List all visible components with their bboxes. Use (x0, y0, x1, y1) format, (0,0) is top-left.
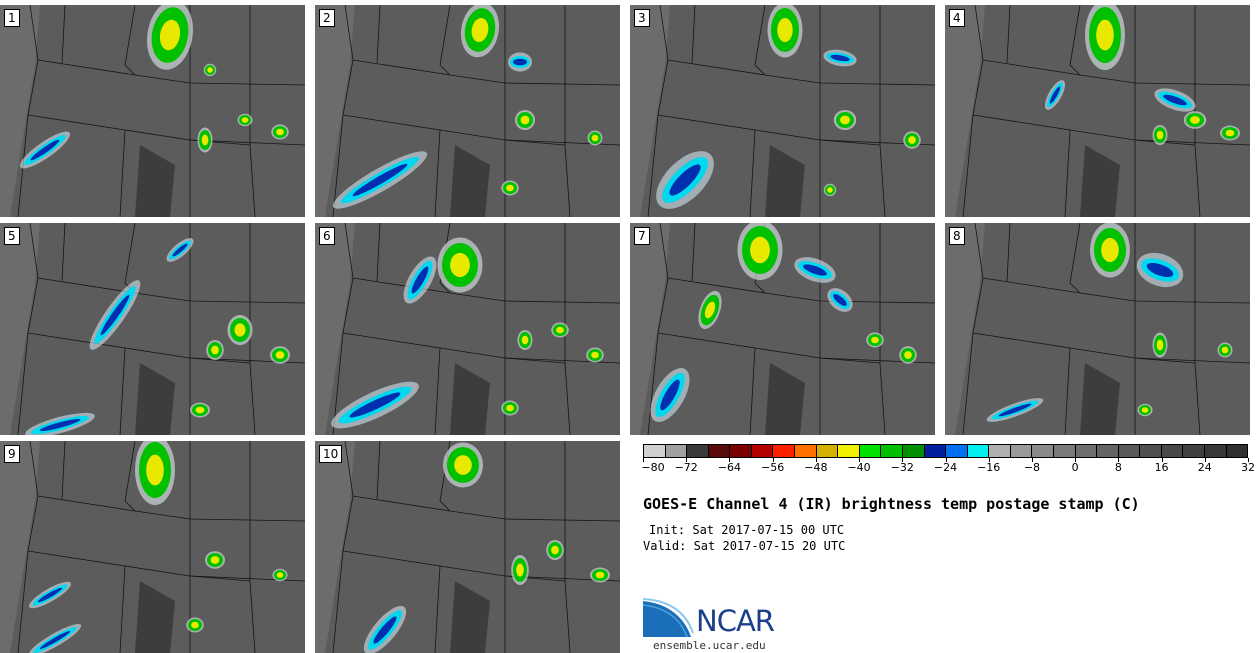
colorbar-swatch (816, 445, 839, 457)
satellite-map (0, 223, 305, 435)
colorbar-swatch (946, 445, 968, 457)
panel-label: 1 (4, 9, 20, 27)
colorbar-tick-mark (1204, 458, 1206, 462)
colorbar-tick-mark (686, 458, 688, 462)
panel-label: 9 (4, 445, 20, 463)
panel-label: 10 (319, 445, 343, 463)
colorbar-swatch (881, 445, 903, 457)
colorbar-tick-label: 0 (1071, 461, 1079, 474)
postage-stamp-panel: 8 (945, 223, 1250, 435)
colorbar-tick-label: −16 (977, 461, 1001, 474)
colorbar-swatch (1205, 445, 1227, 457)
satellite-map (315, 223, 620, 435)
colorbar-tick-label: −32 (890, 461, 914, 474)
colorbar-tick-mark (729, 458, 731, 462)
colorbar-swatch (1032, 445, 1054, 457)
satellite-map (315, 5, 620, 217)
ncar-logo-text: NCAR (696, 604, 775, 638)
colorbar-tick-label: 24 (1197, 461, 1212, 474)
colorbar-swatch (1161, 445, 1184, 457)
colorbar-swatch (838, 445, 860, 457)
panel-label: 4 (949, 9, 965, 27)
postage-stamp-panel: 10 (315, 441, 620, 653)
postage-stamp-panel: 9 (0, 441, 305, 653)
colorbar-swatch (1140, 445, 1162, 457)
postage-stamp-panel: 3 (630, 5, 935, 217)
colorbar-swatch (730, 445, 752, 457)
colorbar-tick-label: −24 (933, 461, 958, 474)
colorbar-tick-mark (643, 458, 644, 462)
colorbar-tick-label: 8 (1114, 461, 1122, 474)
panel-label: 7 (634, 227, 650, 245)
colorbar-swatch (902, 445, 925, 457)
satellite-map (945, 223, 1250, 435)
colorbar-swatch (1010, 445, 1033, 457)
panel-label: 2 (319, 9, 335, 27)
site-url: ensemble.ucar.edu (653, 639, 766, 652)
colorbar-swatch (1183, 445, 1206, 457)
colorbar-tick-label: −48 (804, 461, 828, 474)
postage-stamp-panel: 1 (0, 5, 305, 217)
colorbar-tick-mark (772, 458, 774, 462)
satellite-map (0, 441, 305, 653)
colorbar-swatch (795, 445, 817, 457)
panel-label: 3 (634, 9, 650, 27)
satellite-map (945, 5, 1250, 217)
colorbar-tick-mark (1031, 458, 1033, 462)
satellite-map (630, 223, 935, 435)
colorbar-swatch (751, 445, 774, 457)
ncar-logo-icon (643, 598, 694, 638)
valid-time: Valid: Sat 2017-07-15 20 UTC (643, 539, 846, 553)
colorbar-swatch (665, 445, 688, 457)
postage-stamp-panel: 5 (0, 223, 305, 435)
panel-label: 8 (949, 227, 965, 245)
panel-label: 5 (4, 227, 20, 245)
colorbar-tick-label: −72 (674, 461, 698, 474)
colorbar-tick-mark (945, 458, 947, 462)
colorbar-tick-mark (1118, 458, 1120, 462)
colorbar-swatch (708, 445, 731, 457)
colorbar-tick-mark (902, 458, 904, 462)
satellite-map (630, 5, 935, 217)
colorbar-tick-label: −64 (717, 461, 742, 474)
colorbar-swatch (644, 445, 666, 457)
postage-stamp-panel: 7 (630, 223, 935, 435)
colorbar-tick-mark (859, 458, 861, 462)
colorbar-swatch (1075, 445, 1098, 457)
colorbar-tick-mark (1248, 458, 1249, 462)
panel-label: 6 (319, 227, 335, 245)
colorbar-tick-label: −80 (641, 461, 665, 474)
satellite-map (0, 5, 305, 217)
colorbar-tick-mark (1075, 458, 1077, 462)
colorbar-swatch (1118, 445, 1141, 457)
postage-stamp-panel: 4 (945, 5, 1250, 217)
colorbar-swatch (1053, 445, 1076, 457)
postage-stamp-panel: 2 (315, 5, 620, 217)
colorbar-ticks: −80 −72 −64 −56 −48 −40 −32 −24 −16 −8 0 8 16 24 32 (641, 458, 1255, 480)
colorbar-swatch (1097, 445, 1119, 457)
init-time: Init: Sat 2017-07-15 00 UTC (649, 523, 845, 537)
colorbar-swatch (687, 445, 709, 457)
colorbar-tick-label: −40 (847, 461, 871, 474)
satellite-map (315, 441, 620, 653)
colorbar-tick-label: 16 (1154, 461, 1169, 474)
colorbar (643, 444, 1248, 458)
postage-stamp-panel: 6 (315, 223, 620, 435)
colorbar-tick-label: −56 (761, 461, 785, 474)
colorbar-tick-mark (988, 458, 990, 462)
colorbar-swatch (924, 445, 947, 457)
colorbar-tick-label: 32 (1241, 461, 1255, 474)
colorbar-swatch (859, 445, 882, 457)
colorbar-swatch (1226, 445, 1248, 457)
chart-title: GOES-E Channel 4 (IR) brightness temp po… (643, 495, 1140, 513)
colorbar-swatch (773, 445, 796, 457)
colorbar-tick-label: −8 (1023, 461, 1041, 474)
colorbar-tick-mark (1161, 458, 1163, 462)
colorbar-swatch (967, 445, 990, 457)
colorbar-swatch (989, 445, 1011, 457)
colorbar-tick-mark (815, 458, 817, 462)
